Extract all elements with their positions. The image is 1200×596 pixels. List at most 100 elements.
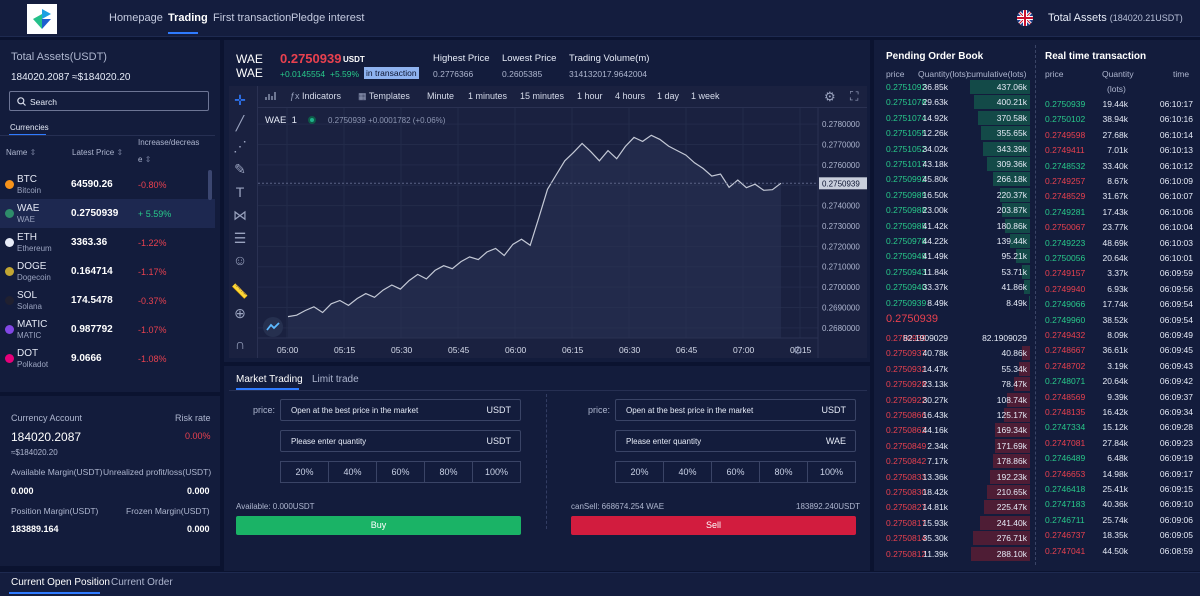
bids-row[interactable]: 0.2750985 41.42k 180.86k	[884, 218, 1030, 233]
interval-tab[interactable]: 1 week	[691, 91, 720, 101]
settings-gear-icon[interactable]: ⚙	[824, 89, 836, 104]
bar-style-icon[interactable]	[265, 91, 277, 103]
interval-tab[interactable]: 4 hours	[615, 91, 646, 101]
bids-row[interactable]: 0.2750943 11.84k 53.71k	[884, 264, 1030, 279]
magnet-icon[interactable]: ∩	[234, 336, 246, 352]
brush-icon[interactable]: ✎	[234, 161, 246, 177]
measure-icon[interactable]: ☰	[233, 230, 247, 246]
trendline-icon[interactable]: ╱	[235, 115, 245, 131]
currency-row[interactable]: WAE WAE 0.2750939 + 5.59%	[0, 199, 215, 228]
bids-row[interactable]: 0.2751055 12.26k 355.65k	[884, 126, 1030, 141]
bids-row[interactable]: 0.2751017 43.18k 309.36k	[884, 157, 1030, 171]
trade-row: 0.2750939 19.44k 06:10:17	[1043, 97, 1193, 111]
bids-price: 0.2751017	[886, 159, 927, 169]
buy-percent-button[interactable]: 60%	[376, 461, 425, 483]
tab-open-position[interactable]: Current Open Position	[11, 577, 110, 588]
tab-current-order[interactable]: Current Order	[111, 577, 173, 588]
bids-row[interactable]: 0.2751092 36.85k 437.06k	[884, 80, 1030, 94]
text-tool-icon[interactable]: T	[235, 184, 245, 200]
buy-button[interactable]: Buy	[236, 516, 521, 535]
bids-row[interactable]: 0.2750988 23.00k 203.87k	[884, 203, 1030, 218]
sell-percent-button[interactable]: 60%	[711, 461, 760, 483]
sell-percent-button[interactable]: 80%	[759, 461, 808, 483]
sell-percent-button[interactable]: 40%	[663, 461, 712, 483]
sell-price-field[interactable]: Open at the best price in the market USDT	[615, 399, 856, 421]
templates-button[interactable]: ▦ Templates	[358, 91, 410, 102]
price-chart[interactable]: 0.27800000.27700000.27600000.27500000.27…	[258, 108, 867, 358]
asks-row[interactable]: 0.2750814 35.30k 276.71k	[884, 531, 1030, 546]
asks-row[interactable]: 0.2750866 16.43k 125.17k	[884, 408, 1030, 422]
logo[interactable]	[27, 4, 57, 34]
fib-icon[interactable]: ⋰	[233, 138, 247, 154]
col-price-header[interactable]: Latest Price ⇕	[72, 148, 123, 157]
zoom-in-icon[interactable]: ⊕	[234, 305, 246, 321]
interval-tab[interactable]: 1 minutes	[468, 91, 508, 101]
bids-cum: 139.44k	[996, 236, 1027, 246]
asks-row[interactable]: 0.2750922 30.27k 108.74k	[884, 392, 1030, 407]
currency-row[interactable]: MATIC MATIC 0.987792 -1.07%	[0, 315, 215, 344]
currency-row[interactable]: DOT Polkadot 9.0666 -1.08%	[0, 344, 215, 373]
bids-row[interactable]: 0.2750939 8.49k 8.49k	[884, 295, 1030, 310]
scrollbar[interactable]	[208, 170, 212, 200]
bids-row[interactable]: 0.2750940 33.37k 41.86k	[884, 280, 1030, 295]
sell-percent-button[interactable]: 20%	[615, 461, 664, 483]
buy-percent-button[interactable]: 80%	[424, 461, 473, 483]
bids-row[interactable]: 0.2751074 14.92k 370.58k	[884, 110, 1030, 125]
indicators-button[interactable]: ƒx Indicators	[290, 91, 341, 101]
sell-button[interactable]: Sell	[571, 516, 856, 535]
bids-row[interactable]: 0.2751052 34.02k 343.39k	[884, 141, 1030, 156]
tab-currencies[interactable]: Currencies	[10, 123, 49, 132]
asks-row[interactable]: 0.2750817 15.93k 241.40k	[884, 515, 1030, 530]
bids-row[interactable]: 0.2751078 29.63k 400.21k	[884, 95, 1030, 110]
asks-row[interactable]: 0.2750827 14.81k 225.47k	[884, 500, 1030, 515]
axis-settings-icon[interactable]: ⚙	[793, 344, 803, 357]
currency-row[interactable]: BTC Bitcoin 64590.26 -0.80%	[0, 170, 215, 199]
buy-quantity-input[interactable]: Please enter quantity USDT	[280, 430, 521, 452]
asks-row[interactable]: 0.2750862 44.16k 169.34k	[884, 423, 1030, 438]
fullscreen-icon[interactable]: ⛶	[850, 89, 859, 103]
trade-time: 06:09:28	[1159, 422, 1193, 433]
bids-row[interactable]: 0.2750978 44.22k 139.44k	[884, 234, 1030, 248]
interval-tab[interactable]: 1 hour	[577, 91, 603, 101]
header-total-assets[interactable]: Total Assets (184020.21USDT)	[1048, 12, 1183, 24]
tab-limit-trade[interactable]: Limit trade	[312, 374, 359, 385]
asks-row[interactable]: 0.2750842 7.17k 178.86k	[884, 454, 1030, 469]
buy-percent-button[interactable]: 20%	[280, 461, 329, 483]
buy-percent-button[interactable]: 100%	[472, 461, 521, 483]
asks-row[interactable]: 0.2750937 40.78k 40.86k	[884, 346, 1030, 361]
bids-row[interactable]: 0.2750989 16.50k 220.37k	[884, 187, 1030, 202]
bids-row[interactable]: 0.2750992 45.80k 266.18k	[884, 172, 1030, 187]
currency-row[interactable]: ETH Ethereum 3363.36 -1.22%	[0, 228, 215, 257]
y-tick-label: 0.2780000	[822, 120, 860, 129]
tab-market-trading[interactable]: Market Trading	[236, 374, 303, 385]
sell-quantity-input[interactable]: Please enter quantity WAE	[615, 430, 856, 452]
nav-pledge-interest[interactable]: Pledge interest	[291, 12, 365, 24]
col-name-header[interactable]: Name ⇕	[6, 148, 36, 157]
asks-row[interactable]: 0.2750849 2.34k 171.69k	[884, 438, 1030, 453]
uk-flag-icon[interactable]	[1017, 10, 1033, 26]
emoji-icon[interactable]: ☺	[232, 252, 248, 268]
nav-trading[interactable]: Trading	[168, 12, 208, 24]
pattern-icon[interactable]: ⋈	[233, 207, 247, 223]
interval-tab[interactable]: 15 minutes	[520, 91, 565, 101]
bids-row[interactable]: 0.2750949 41.49k 95.21k	[884, 249, 1030, 264]
asks-row[interactable]: 0.2750932 14.47k 55.34k	[884, 361, 1030, 376]
interval-tab[interactable]: Minute	[427, 91, 455, 101]
search-input[interactable]: Search	[9, 91, 209, 111]
buy-price-field[interactable]: Open at the best price in the market USDT	[280, 399, 521, 421]
col-change-header[interactable]: e ⇕	[138, 155, 151, 164]
ruler-icon[interactable]: 📏	[231, 283, 249, 299]
asks-row[interactable]: 0.2750812 11.39k 288.10k	[884, 546, 1030, 561]
asks-row[interactable]: 0.2750928 23.13k 78.47k	[884, 377, 1030, 392]
currency-row[interactable]: DOGE Dogecoin 0.164714 -1.17%	[0, 257, 215, 286]
crosshair-icon[interactable]: ✛	[234, 92, 246, 108]
asks-row[interactable]: 0.2750939 82.1909029 82.1909029	[884, 331, 1030, 345]
interval-tab[interactable]: 1 day	[657, 91, 680, 101]
sell-percent-button[interactable]: 100%	[807, 461, 856, 483]
currency-row[interactable]: SOL Solana 174.5478 -0.37%	[0, 286, 215, 315]
nav-first-transaction[interactable]: First transaction	[213, 12, 292, 24]
buy-percent-button[interactable]: 40%	[328, 461, 377, 483]
asks-row[interactable]: 0.2750833 13.36k 192.23k	[884, 469, 1030, 484]
nav-homepage[interactable]: Homepage	[109, 12, 163, 24]
asks-row[interactable]: 0.2750830 18.42k 210.65k	[884, 485, 1030, 499]
